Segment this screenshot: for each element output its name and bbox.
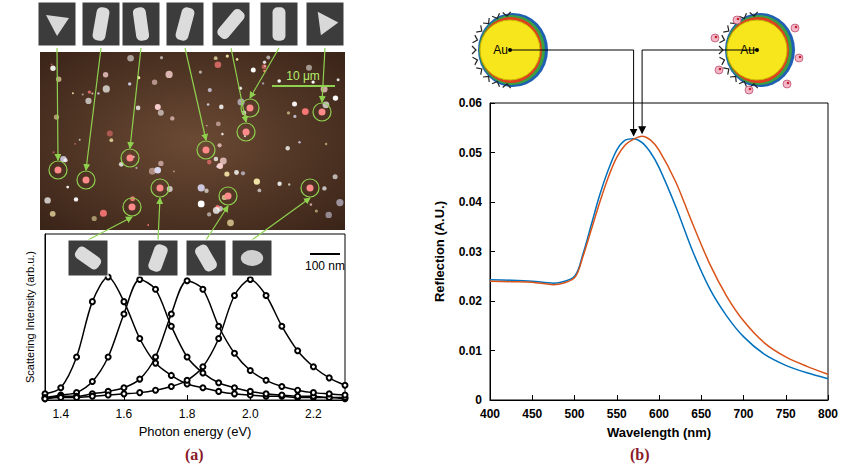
svg-text:1.8: 1.8 xyxy=(179,407,196,421)
svg-text:0.03: 0.03 xyxy=(459,245,483,259)
svg-text:700: 700 xyxy=(733,407,753,421)
svg-text:0.04: 0.04 xyxy=(459,195,483,209)
svg-text:400: 400 xyxy=(480,407,500,421)
svg-text:500: 500 xyxy=(564,407,584,421)
svg-text:Au: Au xyxy=(740,43,755,57)
svg-text:0.05: 0.05 xyxy=(459,146,483,160)
svg-text:0.06: 0.06 xyxy=(459,96,483,110)
svg-text:800: 800 xyxy=(818,407,838,421)
html-text:(b): (b) xyxy=(630,446,650,463)
svg-text:600: 600 xyxy=(649,407,669,421)
svg-text:10 μm: 10 μm xyxy=(286,69,320,83)
svg-text:Au: Au xyxy=(493,43,508,57)
svg-text:0.01: 0.01 xyxy=(459,344,483,358)
svg-text:Reflection (A.U.): Reflection (A.U.) xyxy=(432,201,447,302)
svg-text:Photon energy (eV): Photon energy (eV) xyxy=(139,424,252,439)
svg-text:550: 550 xyxy=(607,407,627,421)
svg-text:0: 0 xyxy=(475,393,482,407)
svg-text:650: 650 xyxy=(691,407,711,421)
svg-text:0.02: 0.02 xyxy=(459,294,483,308)
svg-text:2.0: 2.0 xyxy=(242,407,259,421)
svg-text:1.4: 1.4 xyxy=(52,407,69,421)
svg-text:Scattering Intensity (arb.u.): Scattering Intensity (arb.u.) xyxy=(24,251,36,383)
svg-text:Wavelength (nm): Wavelength (nm) xyxy=(607,425,711,440)
svg-text:750: 750 xyxy=(776,407,796,421)
html-text:(a): (a) xyxy=(185,446,204,463)
svg-text:2.2: 2.2 xyxy=(305,407,322,421)
svg-text:450: 450 xyxy=(522,407,542,421)
svg-text:100 nm: 100 nm xyxy=(305,259,345,273)
svg-text:1.6: 1.6 xyxy=(116,407,133,421)
